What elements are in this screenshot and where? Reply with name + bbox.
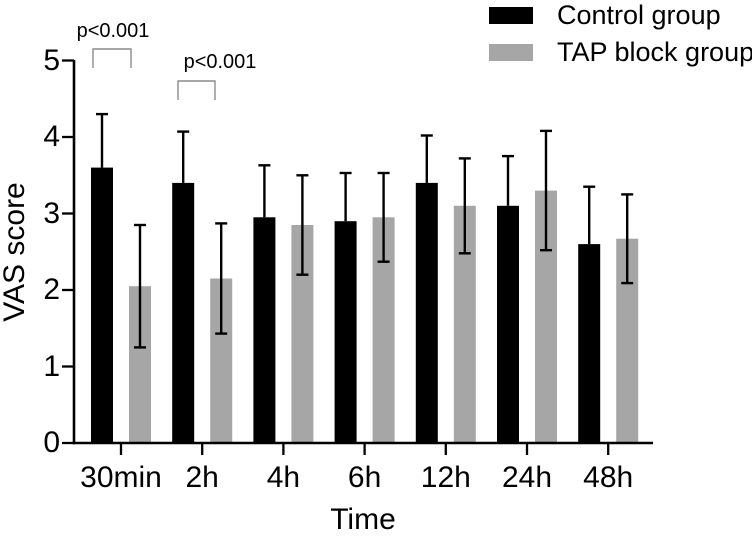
x-tick-label-48h: 48h [583,461,634,494]
bar-control-2h [172,182,195,443]
x-axis-title: Time [330,503,396,536]
bar-tap-block-48h [616,238,639,443]
legend-label-tap-block-group: TAP block group [557,37,752,67]
y-tick-label-4: 4 [43,120,60,153]
p-value-label-30min: p<0.001 [76,20,150,42]
y-tick-label-0: 0 [43,426,60,459]
bar-control-48h [578,244,601,443]
bar-tap-block-4h [291,225,314,443]
legend: Control group TAP block group [489,0,752,74]
y-tick-label-1: 1 [43,349,60,383]
bar-tap-block-12h [453,205,476,443]
bar-tap-block-30min [129,286,151,443]
bar-tap-block-6h [372,217,395,443]
legend-swatch-control-group [489,6,533,24]
x-tick-label-6h: 6h [347,461,382,494]
bar-control-30min [91,167,113,443]
x-tick-label-12h: 12h [420,461,471,494]
legend-item-control-group: Control group [489,0,752,30]
bar-tap-block-24h [535,190,557,443]
bar-tap-block-2h [210,278,233,443]
y-tick-label-5: 5 [43,43,60,77]
bar-control-6h [334,221,357,443]
significance-bracket-2h [177,80,216,100]
legend-item-tap-block-group: TAP block group [489,37,752,67]
bar-control-24h [497,205,519,443]
p-value-label-2h: p<0.001 [183,51,257,73]
y-axis-title: VAS score [0,182,31,322]
bar-control-4h [253,217,276,443]
x-tick-label-30min: 30min [80,461,162,494]
bar-control-12h [415,182,438,443]
legend-swatch-tap-block-group [489,43,533,61]
significance-bracket-30min [92,48,132,68]
x-tick-label-2h: 2h [185,461,219,494]
legend-label-control-group: Control group [557,0,721,30]
x-tick-label-24h: 24h [501,461,553,494]
y-tick-label-3: 3 [43,196,60,230]
y-tick-label-2: 2 [43,273,60,306]
x-tick-label-4h: 4h [266,461,301,494]
